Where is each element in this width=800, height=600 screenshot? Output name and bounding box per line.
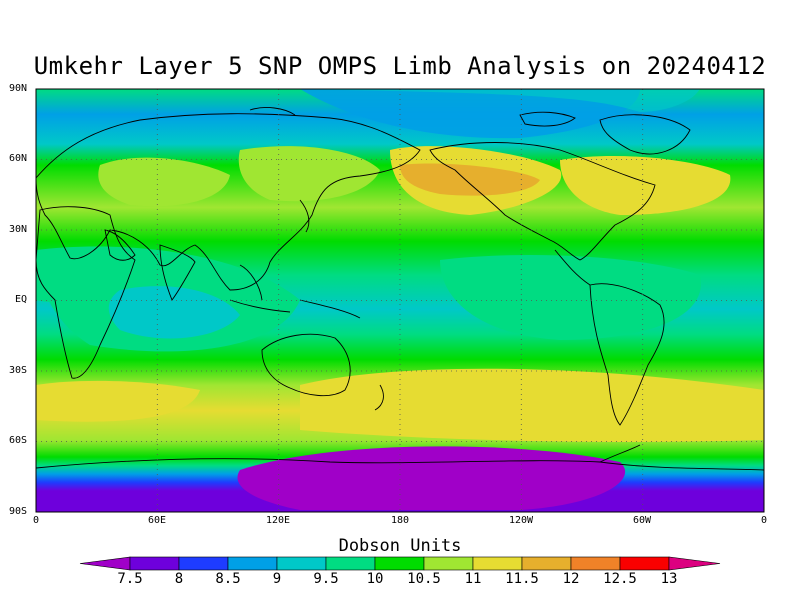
- lon-label-0-left: 0: [33, 515, 40, 526]
- colorbar-tick-label: 11: [464, 571, 482, 587]
- colorbar-tick-label: 10: [366, 571, 384, 587]
- graticule: [36, 89, 764, 512]
- colorbar-swatch: [178, 556, 229, 571]
- colorbar-tick-label: 8.5: [215, 571, 241, 587]
- colorbar-swatch: [129, 556, 180, 571]
- lat-label-30n: 30N: [9, 224, 28, 235]
- colorbar-tick-label: 10.5: [407, 571, 441, 587]
- colorbar-swatch: [619, 556, 670, 571]
- lat-label-90s: 90S: [9, 506, 28, 517]
- colorbar-tick-label: 12: [562, 571, 580, 587]
- lon-label-60e: 60E: [148, 515, 167, 526]
- ozone-field: [36, 89, 764, 512]
- colorbar-arrow-high: [668, 556, 721, 571]
- colorbar-swatch: [570, 556, 621, 571]
- map-title: Umkehr Layer 5 SNP OMPS Limb Analysis on…: [33, 52, 767, 80]
- lon-label-180: 180: [391, 515, 410, 526]
- lon-label-120e: 120E: [266, 515, 291, 526]
- colorbar-tick-label: 9: [272, 571, 282, 587]
- colorbar-swatch: [423, 556, 474, 571]
- lon-label-0-right: 0: [761, 515, 768, 526]
- colorbar-swatch: [521, 556, 572, 571]
- lat-label-30s: 30S: [9, 365, 28, 376]
- colorbar-swatch: [325, 556, 376, 571]
- colorbar-arrow-low: [79, 556, 131, 571]
- lat-label-90n: 90N: [9, 83, 28, 94]
- map-frame: [35, 88, 765, 513]
- lon-label-60w: 60W: [633, 515, 652, 526]
- colorbar-swatch: [472, 556, 523, 571]
- colorbar-tick-label: 7.5: [117, 571, 143, 587]
- colorbar-tick-label: 12.5: [603, 571, 637, 587]
- lat-label-eq: EQ: [15, 294, 28, 305]
- colorbar-swatch: [374, 556, 425, 571]
- colorbar-swatch: [227, 556, 278, 571]
- colorbar: [79, 556, 721, 571]
- lat-label-60s: 60S: [9, 435, 28, 446]
- colorbar-tick-label: 9.5: [313, 571, 339, 587]
- colorbar-tick-label: 11.5: [505, 571, 539, 587]
- colorbar-swatch: [276, 556, 327, 571]
- colorbar-tick-label: 8: [174, 571, 184, 587]
- lon-label-120w: 120W: [509, 515, 534, 526]
- colorbar-tick-label: 13: [660, 571, 678, 587]
- lat-label-60n: 60N: [9, 153, 28, 164]
- colorbar-title: Dobson Units: [338, 536, 462, 556]
